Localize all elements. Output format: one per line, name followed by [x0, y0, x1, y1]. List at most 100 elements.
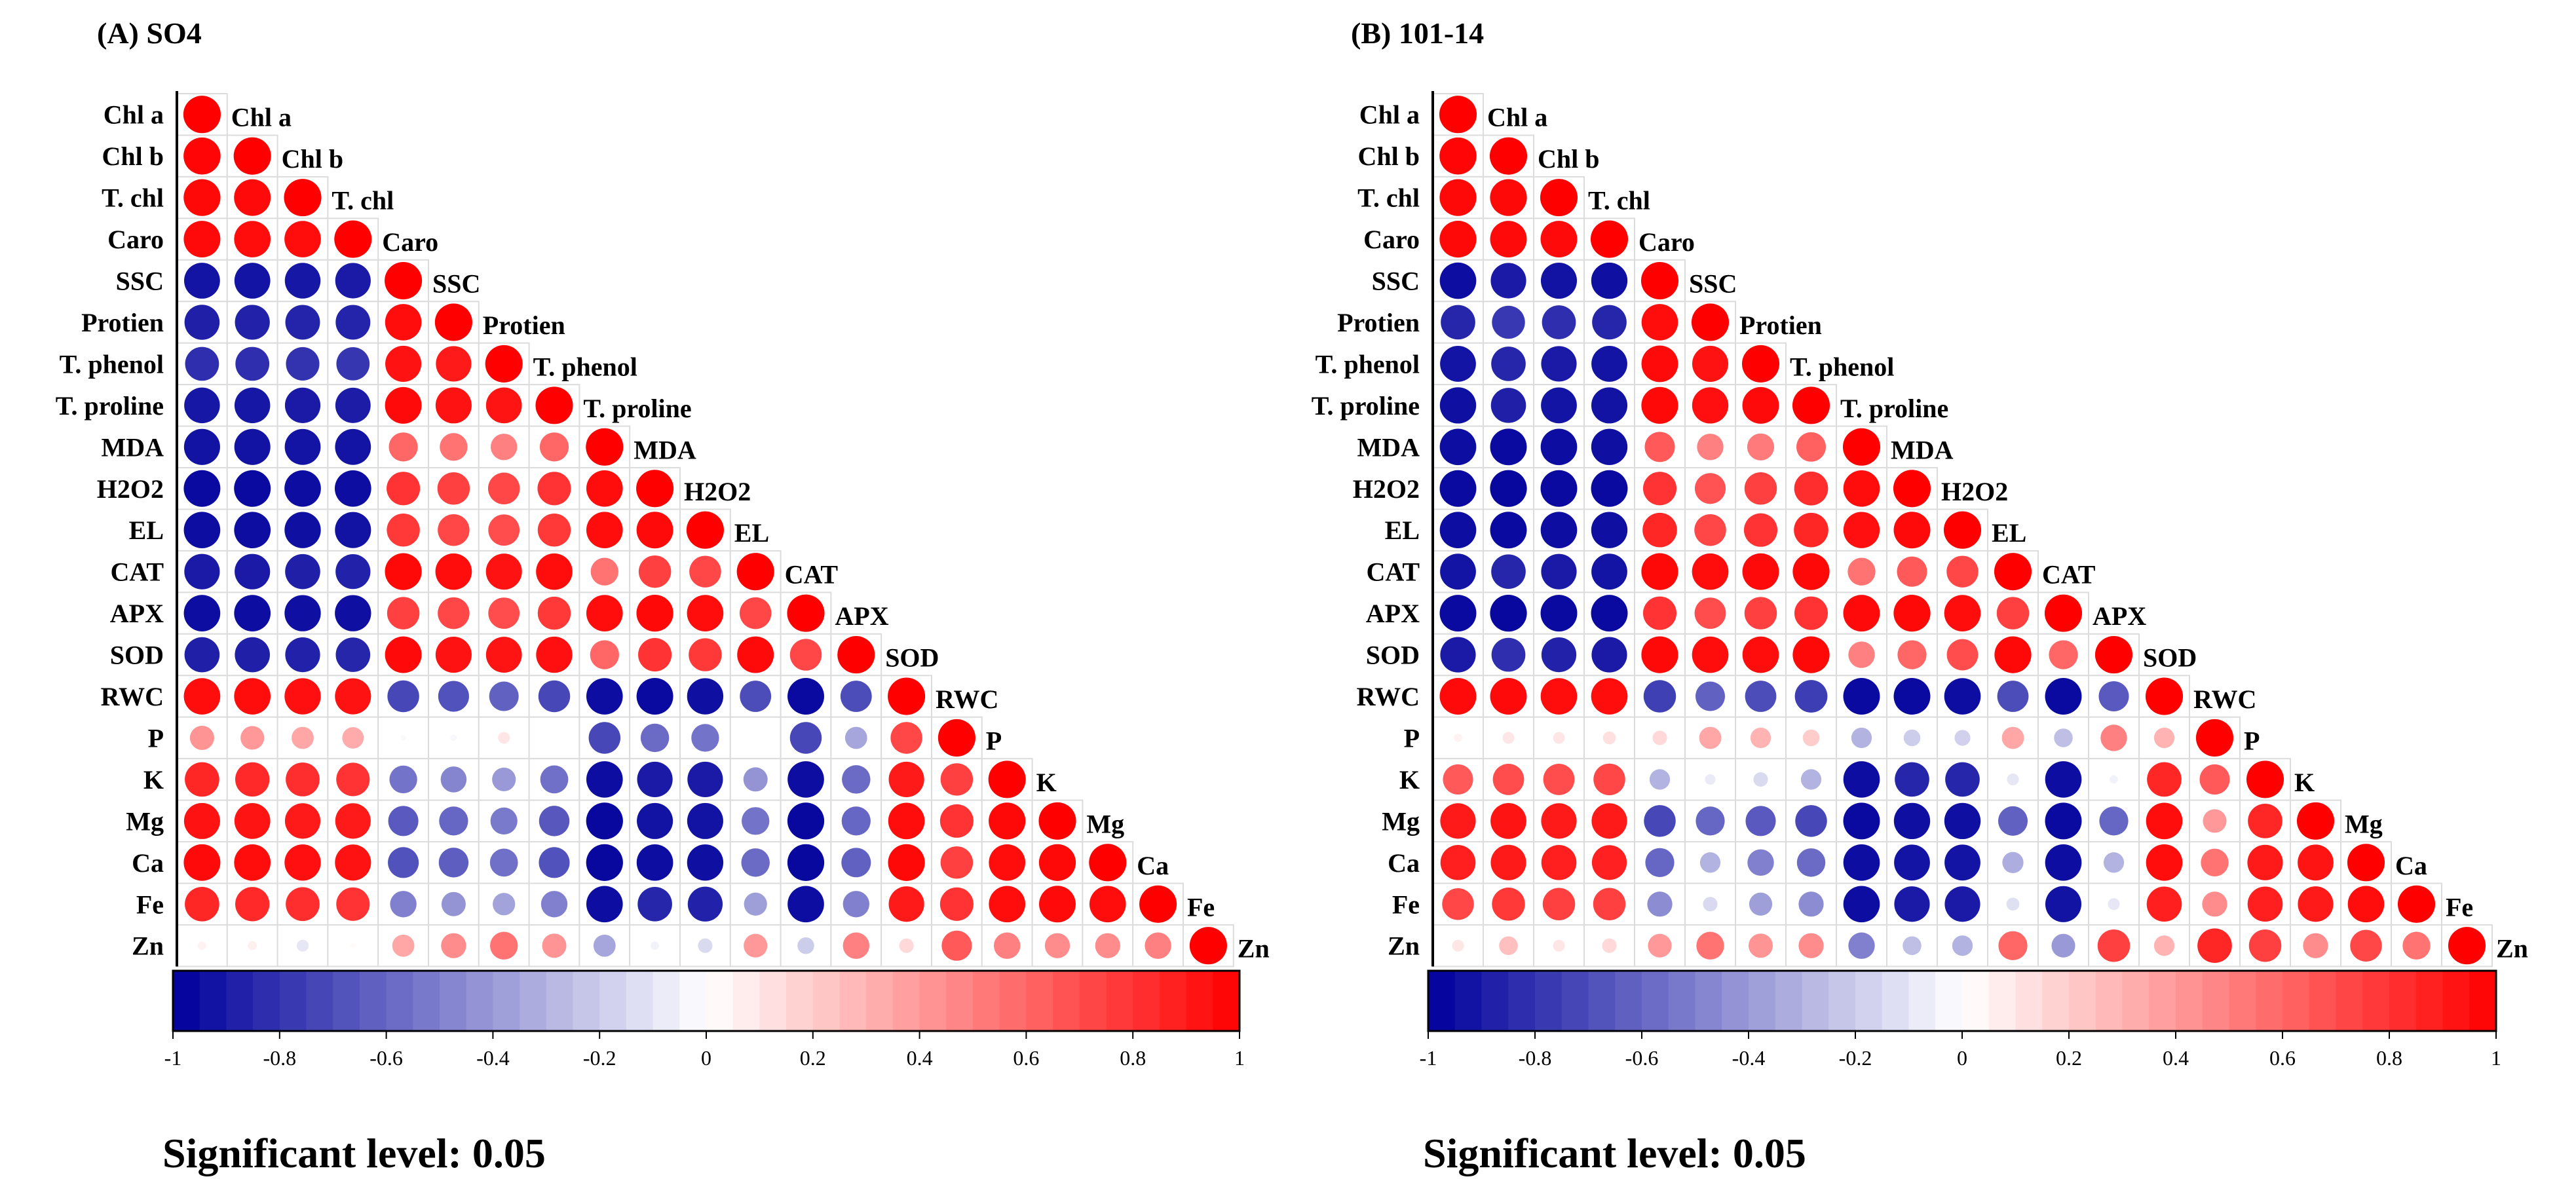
corr-circle: [2153, 727, 2175, 749]
corr-circle: [284, 512, 321, 548]
corr-circle: [335, 803, 371, 839]
corr-circle: [1894, 886, 1930, 922]
corr-circle: [2045, 802, 2082, 840]
corr-circle: [183, 221, 221, 258]
corr-circle: [586, 428, 624, 466]
row-label: Ca: [1388, 848, 1420, 878]
corr-circle: [485, 553, 522, 590]
corr-circle: [941, 930, 972, 961]
row-label: P: [148, 723, 164, 753]
corr-circle: [435, 387, 472, 424]
diagonal-label: T. chl: [1588, 186, 1650, 216]
diagonal-label: APX: [835, 601, 888, 631]
colorbar-tick-label: 0.8: [2376, 1046, 2402, 1070]
colorbar-segment: [653, 971, 681, 1031]
colorbar-segment: [279, 971, 307, 1031]
corr-circle: [487, 472, 520, 505]
corr-circle: [1696, 931, 1724, 960]
corr-circle: [636, 678, 673, 715]
row-label: P: [1404, 723, 1420, 753]
colorbar-tick-label: -0.6: [1625, 1046, 1659, 1070]
corr-circle: [1794, 596, 1828, 630]
corr-circle: [1439, 96, 1477, 134]
corr-circle: [434, 303, 472, 341]
row-label: Zn: [132, 931, 164, 961]
corr-circle: [939, 804, 974, 838]
corr-circle: [1541, 553, 1577, 590]
corr-circle: [590, 557, 618, 586]
corr-circle: [844, 726, 867, 749]
colorbar-segment: [2069, 971, 2096, 1031]
corr-circle: [235, 553, 271, 590]
corr-circle: [888, 886, 924, 922]
corr-circle: [1591, 637, 1627, 673]
colorbar-segment: [1481, 971, 1509, 1031]
corr-circle: [1647, 891, 1673, 917]
row-label: APX: [1366, 599, 1420, 628]
corr-circle: [1644, 432, 1675, 462]
corr-circle: [437, 472, 470, 505]
row-label: Chl a: [104, 100, 164, 130]
colorbar-segment: [2095, 971, 2123, 1031]
diagonal-label: CAT: [785, 560, 839, 590]
corr-circle: [389, 765, 417, 794]
corr-circle: [2045, 761, 2082, 798]
corr-circle: [498, 732, 510, 744]
corr-circle: [586, 512, 623, 549]
corr-circle: [636, 595, 673, 632]
corr-circle: [1442, 888, 1474, 920]
colorbar-segment: [2415, 971, 2444, 1031]
corr-circle: [1703, 897, 1718, 912]
corr-circle: [388, 847, 419, 878]
corr-circle: [183, 179, 221, 216]
corr-circle: [435, 637, 472, 673]
corr-circle: [2402, 931, 2431, 960]
corr-circle: [235, 887, 270, 922]
row-label: H2O2: [97, 474, 164, 504]
corr-circle: [493, 893, 516, 916]
corr-circle: [1492, 305, 1525, 339]
diagonal-label: Ca: [2395, 851, 2427, 880]
corr-circle: [183, 512, 221, 549]
corr-circle: [636, 844, 673, 881]
corr-circle: [1543, 764, 1575, 795]
colorbar-segment: [1749, 971, 1776, 1031]
corr-circle: [234, 595, 271, 631]
row-label: Mg: [1382, 806, 1420, 836]
corr-circle: [940, 846, 974, 879]
diagonal-label: RWC: [936, 684, 998, 714]
diagonal-label: Chl a: [231, 103, 292, 132]
corr-circle: [1897, 556, 1927, 587]
corr-circle: [435, 553, 472, 590]
diagonal-label: SOD: [885, 643, 939, 673]
corr-circle: [1593, 888, 1626, 921]
corr-circle: [286, 887, 320, 922]
colorbar-segment: [2389, 971, 2417, 1031]
corr-circle: [2350, 929, 2382, 962]
corr-circle: [1499, 936, 1518, 956]
corr-circle: [691, 724, 719, 752]
corr-circle: [1439, 179, 1477, 216]
colorbar-segment: [440, 971, 467, 1031]
corr-circle: [335, 637, 371, 672]
row-label: Chl b: [1358, 141, 1420, 171]
colorbar-segment: [999, 971, 1027, 1031]
corr-circle: [940, 763, 974, 796]
colorbar-segment: [333, 971, 360, 1031]
colorbar-tick-label: -0.6: [369, 1046, 403, 1070]
corr-circle: [2049, 640, 2078, 669]
corr-circle: [2298, 886, 2334, 922]
corr-circle: [743, 767, 768, 792]
corr-circle: [535, 386, 573, 424]
corr-circle: [1491, 637, 1526, 672]
colorbar-segment: [2042, 971, 2070, 1031]
corr-circle: [292, 726, 314, 749]
corr-circle: [1691, 303, 1730, 341]
corr-circle: [235, 637, 270, 673]
colorbar-ticks: -1 -0.8 -0.6 -0.4 -0.2 0 0.2 0.4 0.6 0.8 1: [164, 1031, 1245, 1070]
corr-circle: [1592, 305, 1627, 340]
row-label: RWC: [101, 682, 164, 711]
colorbar-segment: [1855, 971, 1883, 1031]
